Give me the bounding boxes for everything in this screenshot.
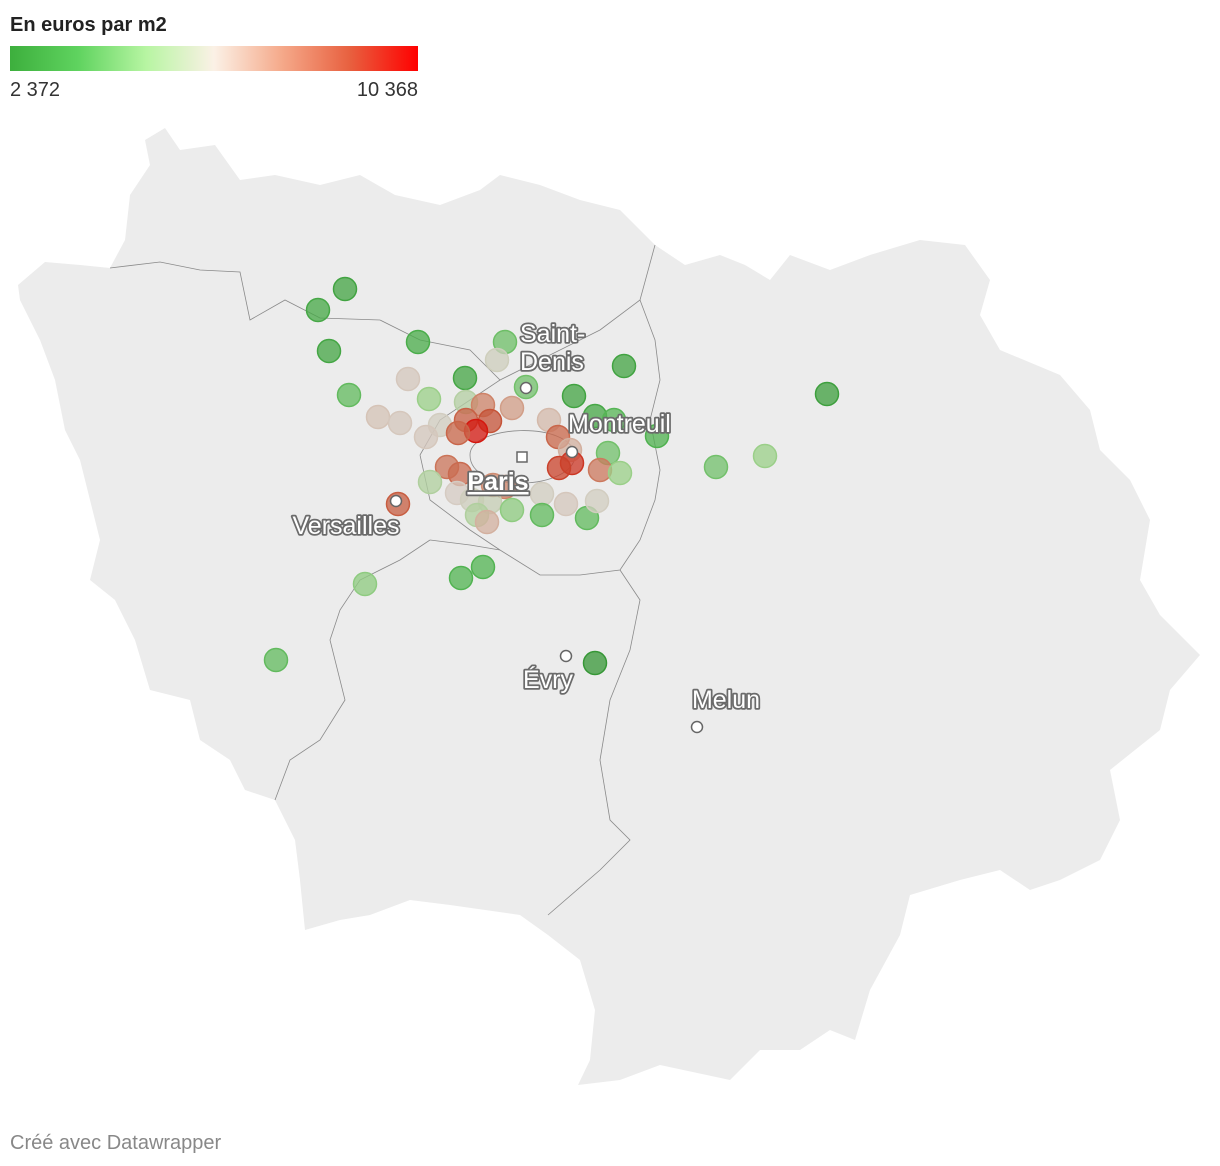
price-point bbox=[448, 565, 474, 591]
price-point bbox=[499, 395, 525, 421]
price-point bbox=[587, 457, 613, 483]
price-point bbox=[305, 297, 331, 323]
price-point bbox=[263, 647, 289, 673]
price-point bbox=[611, 353, 637, 379]
points bbox=[263, 276, 840, 676]
price-point bbox=[703, 454, 729, 480]
price-point bbox=[417, 469, 443, 495]
price-point bbox=[584, 488, 610, 514]
price-point bbox=[445, 420, 471, 446]
cities: Saint-Denis Montreuil Paris Versailles Évry M… bbox=[291, 318, 762, 734]
price-point bbox=[387, 410, 413, 436]
price-point bbox=[316, 338, 342, 364]
price-point bbox=[582, 650, 608, 676]
price-point bbox=[405, 329, 431, 355]
legend-max: 10 368 bbox=[357, 79, 418, 101]
price-point bbox=[644, 423, 670, 449]
city-marker bbox=[389, 494, 403, 508]
city-label: Denis bbox=[520, 348, 584, 376]
price-point bbox=[395, 366, 421, 392]
legend-title: En euros par m2 bbox=[10, 14, 167, 36]
price-point bbox=[607, 460, 633, 486]
price-point bbox=[365, 404, 391, 430]
legend-min: 2 372 bbox=[10, 79, 60, 101]
city-label: Paris bbox=[467, 468, 528, 496]
city-label: Montreuil bbox=[568, 410, 671, 438]
price-point bbox=[546, 455, 572, 481]
city-marker bbox=[559, 649, 573, 663]
price-point bbox=[336, 382, 362, 408]
city-marker bbox=[516, 451, 528, 463]
price-point bbox=[416, 386, 442, 412]
price-point bbox=[814, 381, 840, 407]
price-point bbox=[529, 481, 555, 507]
price-point bbox=[601, 407, 627, 433]
city-label: Versailles bbox=[293, 512, 400, 540]
city-label: Saint- bbox=[520, 320, 585, 348]
price-point bbox=[452, 365, 478, 391]
price-point bbox=[529, 502, 555, 528]
city-marker bbox=[519, 381, 533, 395]
price-point bbox=[352, 571, 378, 597]
city-label: Melun bbox=[692, 686, 760, 714]
price-point bbox=[553, 491, 579, 517]
price-point bbox=[752, 443, 778, 469]
price-point bbox=[413, 424, 439, 450]
price-point bbox=[561, 383, 587, 409]
price-point bbox=[470, 554, 496, 580]
price-point bbox=[332, 276, 358, 302]
city-marker bbox=[565, 445, 579, 459]
region-shape bbox=[18, 128, 1200, 1085]
city-marker bbox=[690, 720, 704, 734]
price-point bbox=[484, 347, 510, 373]
price-point bbox=[499, 497, 525, 523]
city-label: Évry bbox=[523, 665, 574, 694]
price-point bbox=[474, 509, 500, 535]
footer: Créé avec Datawrapper bbox=[10, 1132, 222, 1154]
legend-gradient bbox=[10, 46, 418, 71]
